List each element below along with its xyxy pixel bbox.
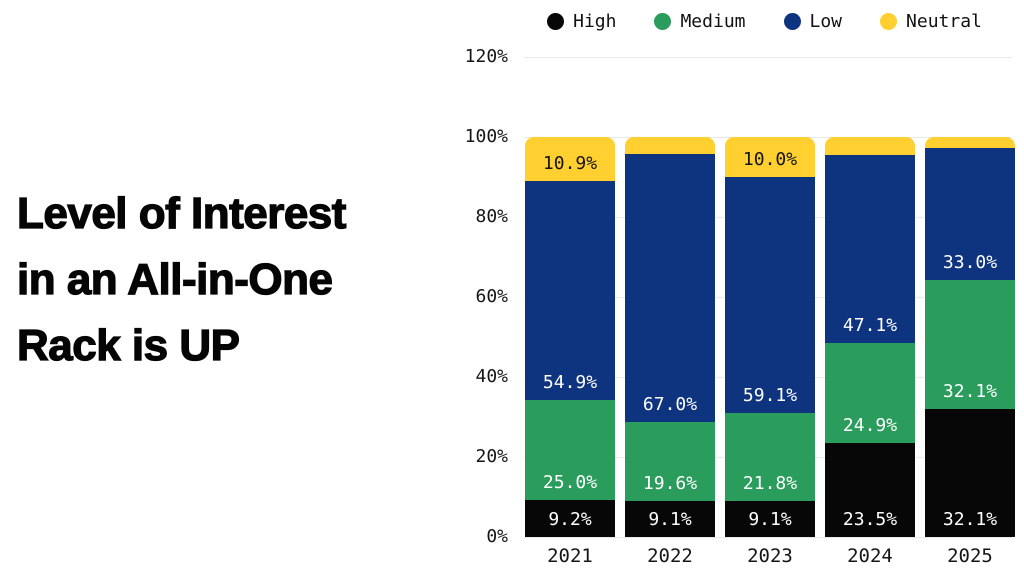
segment-value-label: 10.9% xyxy=(542,152,598,174)
bar-segment-neutral-2021: 10.9% xyxy=(525,137,615,181)
gridline-120 xyxy=(524,56,1012,58)
segment-value-label: 19.6% xyxy=(642,472,698,494)
bar-segment-medium-2021: 25.0% xyxy=(525,400,615,501)
legend-label-neutral: Neutral xyxy=(906,10,982,32)
segment-value-label: 32.1% xyxy=(942,380,998,402)
segment-value-label: 9.1% xyxy=(748,508,792,530)
bar-segment-high-2024: 23.5% xyxy=(825,443,915,537)
bar-segment-neutral-2025 xyxy=(925,137,1015,149)
x-axis-label-2021: 2021 xyxy=(547,545,593,567)
x-axis-label-2023: 2023 xyxy=(747,545,793,567)
y-axis-tick-80: 80% xyxy=(475,206,508,227)
segment-value-label: 25.0% xyxy=(542,472,598,494)
segment-value-label: 54.9% xyxy=(542,372,598,394)
legend-label-high: High xyxy=(573,10,617,32)
segment-value-label: 47.1% xyxy=(842,315,898,337)
chart-title: Level of Interest in an All-in-One Rack … xyxy=(16,181,437,379)
chart-title-line-1: Level of Interest xyxy=(16,188,347,238)
bar-segment-low-2025: 33.0% xyxy=(925,148,1015,281)
legend-dot-high-icon xyxy=(547,12,565,30)
bar-segment-high-2025: 32.1% xyxy=(925,408,1015,537)
legend-dot-neutral-icon xyxy=(880,12,898,30)
y-axis-tick-120: 120% xyxy=(464,46,508,67)
bar-segment-medium-2022: 19.6% xyxy=(625,422,715,501)
segment-value-label: 10.0% xyxy=(742,149,798,170)
bar-segment-neutral-2024 xyxy=(825,137,915,155)
bar-segment-medium-2023: 21.8% xyxy=(725,413,815,501)
legend-item-medium: Medium xyxy=(654,10,746,32)
chart-title-line-3: Rack is UP xyxy=(16,320,240,370)
segment-value-label: 23.5% xyxy=(842,509,898,530)
bar-segment-low-2024: 47.1% xyxy=(825,155,915,344)
bar-segment-neutral-2022 xyxy=(625,137,715,155)
y-axis-tick-40: 40% xyxy=(475,366,508,387)
segment-value-label: 32.1% xyxy=(942,508,998,530)
chart-legend: High Medium Low Neutral xyxy=(519,7,1010,35)
bar-segment-low-2023: 59.1% xyxy=(725,177,815,414)
legend-item-high: High xyxy=(547,11,616,32)
segment-value-label: 24.9% xyxy=(842,414,898,436)
bar-segment-low-2021: 54.9% xyxy=(525,180,615,401)
bar-segment-low-2022: 67.0% xyxy=(625,154,715,423)
bar-segment-high-2022: 9.1% xyxy=(625,500,715,537)
legend-label-low: Low xyxy=(809,10,843,32)
gridline-0 xyxy=(524,536,1012,538)
bar-segment-medium-2025: 32.1% xyxy=(925,280,1015,409)
segment-value-label: 33.0% xyxy=(942,252,998,274)
x-axis-label-2025: 2025 xyxy=(947,545,993,567)
segment-value-label: 21.8% xyxy=(742,472,798,494)
y-axis-tick-20: 20% xyxy=(475,446,508,467)
segment-value-label: 67.0% xyxy=(642,394,698,416)
legend-dot-medium-icon xyxy=(654,12,672,30)
segment-value-label: 59.1% xyxy=(742,385,798,407)
bar-segment-high-2021: 9.2% xyxy=(525,500,615,537)
legend-label-medium: Medium xyxy=(680,10,746,32)
segment-value-label: 9.1% xyxy=(648,508,692,530)
legend-item-neutral: Neutral xyxy=(880,11,982,32)
y-axis-tick-0: 0% xyxy=(486,526,508,547)
y-axis-tick-100: 100% xyxy=(464,126,508,147)
bar-segment-high-2023: 9.1% xyxy=(725,500,815,537)
segment-value-label: 9.2% xyxy=(548,508,592,530)
x-axis-label-2022: 2022 xyxy=(647,545,693,567)
x-axis-label-2024: 2024 xyxy=(847,545,893,567)
legend-dot-low-icon xyxy=(783,12,801,30)
legend-item-low: Low xyxy=(783,10,843,32)
y-axis-tick-60: 60% xyxy=(475,286,508,307)
chart-title-line-2: in an All-in-One xyxy=(16,254,333,304)
bar-segment-medium-2024: 24.9% xyxy=(825,343,915,443)
bar-segment-neutral-2023: 10.0% xyxy=(725,137,815,177)
